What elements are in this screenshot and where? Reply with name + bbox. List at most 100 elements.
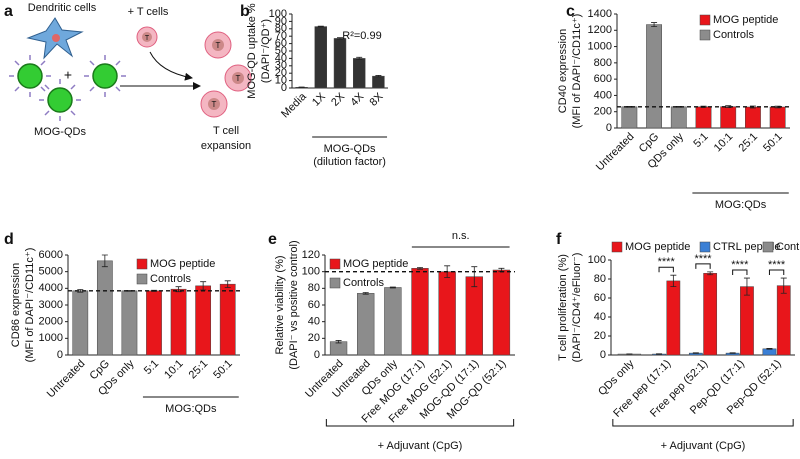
error-bar: [335, 340, 342, 344]
bar: [720, 106, 737, 129]
legend-swatch: [136, 258, 148, 270]
y-tick-label: 90: [275, 15, 287, 27]
annotation: ****: [768, 259, 786, 271]
x-tick-label: 10:1: [712, 131, 736, 155]
y-tick-label: 20: [275, 67, 287, 79]
error-bar: [200, 281, 207, 291]
plus: +: [64, 67, 72, 83]
error-bar: [362, 292, 369, 295]
x-tick-label: 8X: [368, 90, 386, 108]
y-tick-label: 80: [275, 23, 287, 35]
y-tick-label: 0: [606, 122, 612, 134]
bar: [703, 273, 718, 356]
bar: [769, 106, 786, 129]
error-bar: [224, 280, 231, 288]
y-tick-label: 400: [594, 89, 612, 101]
x-tick-label: 2X: [329, 90, 347, 108]
x-tick-label: 5:1: [691, 131, 710, 150]
y-axis-label: CD40 expression: [557, 29, 569, 113]
legend-swatch: [762, 241, 774, 253]
bar: [621, 106, 638, 129]
bar: [492, 269, 511, 356]
error-bar: [389, 286, 396, 289]
error-bar: [471, 266, 478, 288]
legend-swatch: [329, 277, 341, 289]
legend-swatch: [136, 273, 148, 285]
y-axis-label: T cell proliferation (%): [557, 254, 569, 361]
error-bar: [175, 286, 182, 293]
bar: [146, 290, 162, 356]
legend-label: MOG peptide: [150, 258, 215, 270]
bar: [740, 286, 754, 356]
legend-swatch: [699, 29, 711, 41]
y-tick-label: 80: [594, 273, 606, 285]
group-label: MOG:QDs: [165, 403, 217, 415]
bar: [745, 106, 761, 129]
x-tick-label: 1X: [310, 90, 328, 108]
nucleus: [52, 34, 60, 42]
x-tick-label: 25:1: [187, 358, 211, 382]
bar: [96, 260, 113, 356]
error-bar: [780, 277, 787, 294]
legend-swatch: [699, 241, 711, 253]
error-bar: [707, 271, 714, 276]
legend-swatch: [699, 14, 711, 26]
x-tick-label: 50:1: [761, 131, 785, 155]
y-tick-label: 80: [308, 282, 320, 294]
y-tick-label: 40: [275, 52, 287, 64]
significance-bracket: [732, 269, 748, 276]
bar: [695, 106, 712, 129]
y-tick-label: 20: [594, 330, 606, 342]
y-tick-label: 50: [275, 45, 287, 57]
panel-label: c: [566, 3, 575, 20]
y-axis-label: (MFI of DAPI⁻/CD11c⁺): [571, 14, 583, 129]
y-tick-label: 20: [308, 332, 320, 344]
legend-label: Controls: [150, 273, 191, 285]
bar: [666, 280, 681, 356]
y-tick-label: 0: [57, 349, 63, 361]
y-tick-label: 40: [594, 311, 606, 323]
label: expansion: [201, 140, 251, 152]
bar: [384, 287, 402, 356]
t-cell-core: [142, 32, 152, 42]
y-tick-label: 5000: [39, 266, 63, 278]
x-tick-label: 10:1: [162, 358, 186, 382]
bar: [762, 348, 777, 356]
y-axis-label: (DAPI⁻/QD⁺): [260, 19, 272, 83]
error-bar: [729, 352, 736, 354]
bar: [314, 26, 328, 89]
label: MOG-QDs: [34, 126, 86, 138]
y-tick-label: 1000: [588, 40, 612, 52]
error-bar: [743, 277, 750, 296]
bar: [646, 24, 662, 129]
bar: [333, 38, 347, 89]
y-tick-label: 600: [594, 73, 612, 85]
y-tick-label: 10: [275, 75, 287, 87]
error-bar: [101, 254, 108, 268]
error-bar: [670, 274, 677, 287]
y-tick-label: 30: [275, 60, 287, 72]
y-tick-label: 2000: [39, 316, 63, 328]
error-bar: [725, 105, 732, 109]
y-axis-label: (MFI of DAPI⁻/CD11c⁺): [24, 248, 36, 363]
legend-label: MOG peptide: [343, 258, 408, 270]
y-tick-label: 60: [275, 38, 287, 50]
t-label: T: [145, 35, 150, 42]
legend-swatch: [611, 241, 623, 253]
label: + T cells: [128, 6, 169, 18]
y-tick-label: 4000: [39, 282, 63, 294]
error-bar: [774, 105, 781, 109]
error-bar: [766, 348, 773, 350]
annotation: n.s.: [452, 230, 470, 242]
t-label: T: [236, 74, 241, 83]
bar: [72, 290, 89, 356]
bar: [121, 290, 138, 356]
annotation: ****: [658, 256, 676, 268]
group-label: + Adjuvant (CpG): [661, 440, 746, 452]
error-bar: [337, 37, 343, 40]
group-label: MOG-QDs: [324, 143, 376, 155]
significance-bracket: [695, 263, 711, 269]
t-label: T: [212, 100, 217, 109]
annotation: ****: [694, 253, 712, 265]
